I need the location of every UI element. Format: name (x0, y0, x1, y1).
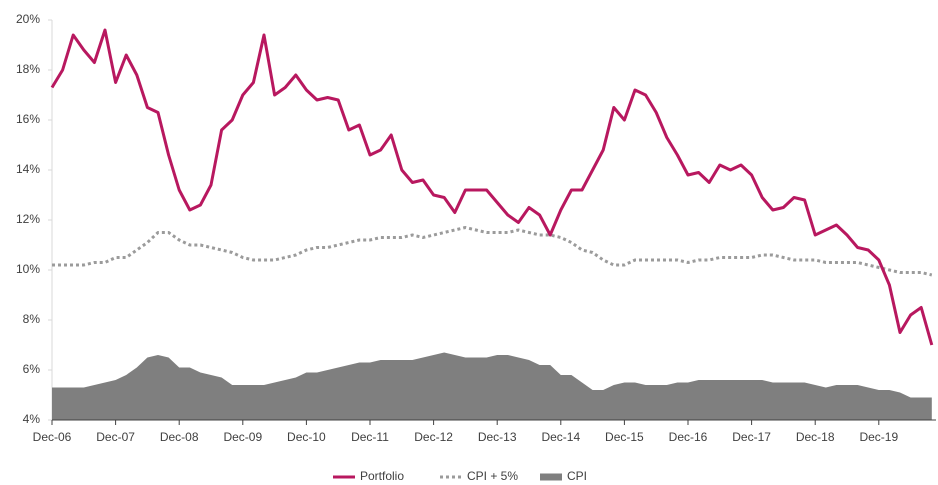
x-tick-label: Dec-08 (160, 430, 199, 444)
y-tick-label: 14% (16, 162, 40, 176)
legend-label: Portfolio (360, 469, 404, 483)
legend-swatch (540, 473, 562, 481)
y-tick-label: 18% (16, 62, 40, 76)
x-tick-label: Dec-13 (478, 430, 517, 444)
x-tick-label: Dec-15 (605, 430, 644, 444)
x-tick-label: Dec-06 (33, 430, 72, 444)
x-tick-label: Dec-16 (669, 430, 708, 444)
x-tick-label: Dec-10 (287, 430, 326, 444)
legend-label: CPI + 5% (467, 469, 518, 483)
x-tick-label: Dec-09 (223, 430, 262, 444)
y-tick-label: 16% (16, 112, 40, 126)
series-line (50, 28, 934, 346)
legend-item: CPI (540, 469, 587, 483)
x-tick-label: Dec-18 (796, 430, 835, 444)
x-tick-label: Dec-17 (732, 430, 771, 444)
legend-item: CPI + 5% (440, 469, 518, 483)
y-tick-label: 6% (23, 362, 41, 376)
legend-item: Portfolio (333, 469, 404, 483)
y-tick-label: 20% (16, 12, 40, 26)
dotted-line (52, 226, 933, 277)
x-tick-label: Dec-14 (541, 430, 580, 444)
x-tick-label: Dec-12 (414, 430, 453, 444)
x-tick-label: Dec-07 (96, 430, 135, 444)
y-tick-label: 4% (23, 412, 41, 426)
legend-label: CPI (567, 469, 587, 483)
cpi-area (52, 352, 932, 420)
x-tick-label: Dec-11 (351, 430, 389, 444)
y-tick-label: 8% (23, 312, 41, 326)
y-tick-label: 10% (16, 262, 40, 276)
x-tick-label: Dec-19 (859, 430, 898, 444)
y-tick-label: 12% (16, 212, 40, 226)
